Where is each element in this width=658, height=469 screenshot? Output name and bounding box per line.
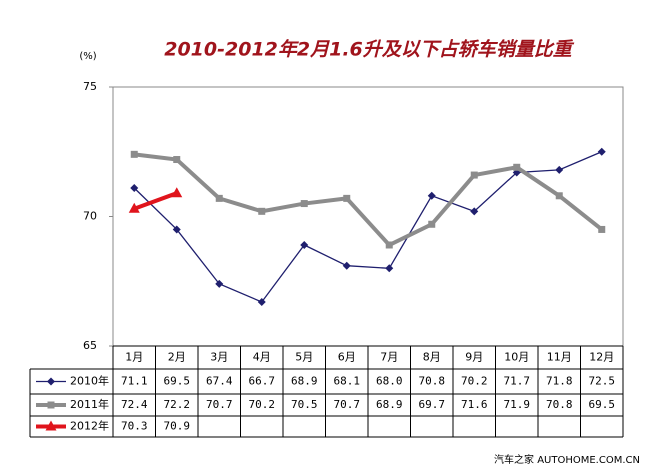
- marker: [300, 240, 309, 249]
- table-cell: 72.4: [121, 398, 148, 411]
- marker: [427, 191, 436, 200]
- table-cell: 71.8: [546, 375, 573, 388]
- table-cell: 67.4: [206, 375, 233, 388]
- x-tick-label: 10月: [504, 351, 529, 364]
- table-cell: 71.7: [504, 375, 531, 388]
- table-cell: 68.9: [376, 398, 403, 411]
- x-tick-label: 6月: [338, 351, 356, 364]
- table-cell: 70.9: [164, 420, 191, 433]
- marker: [555, 192, 563, 200]
- marker: [385, 264, 394, 273]
- table-cell: 68.1: [334, 375, 361, 388]
- marker: [171, 187, 183, 198]
- table-cell: 70.8: [546, 398, 573, 411]
- marker: [172, 225, 181, 234]
- marker: [258, 207, 266, 215]
- y-tick-label: 65: [83, 339, 97, 352]
- marker: [215, 279, 224, 288]
- x-tick-label: 8月: [423, 351, 441, 364]
- table-cell: 70.5: [291, 398, 318, 411]
- legend-label: 2011年: [70, 397, 109, 411]
- marker: [343, 194, 351, 202]
- table-cell: 69.5: [589, 398, 616, 411]
- x-tick-label: 1月: [125, 351, 143, 364]
- x-tick-label: 12月: [589, 351, 614, 364]
- y-unit: (%): [79, 51, 96, 62]
- chart-title: 2010-2012年2月1.6升及以下占轿车销量比重: [164, 39, 575, 61]
- y-tick-label: 70: [83, 210, 97, 223]
- table-cell: 72.5: [589, 375, 616, 388]
- marker: [470, 171, 478, 179]
- table-cell: 70.2: [461, 375, 488, 388]
- table-cell: 70.3: [121, 420, 148, 433]
- watermark: 汽车之家 AUTOHOME.COM.CN: [494, 453, 640, 466]
- table-cell: 70.8: [419, 375, 446, 388]
- marker: [555, 165, 564, 174]
- marker: [215, 194, 223, 202]
- x-tick-label: 4月: [253, 351, 271, 364]
- x-tick-label: 3月: [210, 351, 228, 364]
- marker: [257, 297, 266, 306]
- x-tick-label: 9月: [465, 351, 483, 364]
- x-tick-label: 7月: [380, 351, 398, 364]
- marker: [47, 401, 55, 409]
- table-cell: 71.1: [121, 375, 148, 388]
- table-cell: 72.2: [164, 398, 191, 411]
- x-tick-label: 2月: [168, 351, 186, 364]
- legend-label: 2010年: [70, 374, 109, 388]
- marker: [130, 150, 138, 158]
- marker: [597, 147, 606, 156]
- series-line: [134, 152, 603, 248]
- marker: [128, 202, 140, 213]
- series-line: [133, 151, 603, 303]
- legend-label: 2012年: [70, 419, 109, 433]
- table-cell: 66.7: [249, 375, 276, 388]
- marker: [342, 261, 351, 270]
- marker: [45, 420, 57, 431]
- marker: [470, 207, 479, 216]
- plot-area: [112, 86, 624, 347]
- marker: [130, 184, 139, 193]
- table-cell: 70.2: [249, 398, 276, 411]
- table-cell: 68.9: [291, 375, 318, 388]
- series-line: [133, 191, 178, 211]
- marker: [173, 156, 181, 164]
- table-cell: 68.0: [376, 375, 403, 388]
- table-cell: 71.6: [461, 398, 488, 411]
- marker: [300, 200, 308, 208]
- marker: [385, 241, 393, 249]
- table-cell: 70.7: [206, 398, 233, 411]
- marker: [513, 163, 521, 171]
- x-tick-label: 5月: [295, 351, 313, 364]
- y-tick-label: 75: [83, 80, 97, 93]
- table-cell: 71.9: [504, 398, 531, 411]
- marker: [47, 377, 55, 386]
- x-tick-label: 11月: [547, 351, 572, 364]
- marker: [428, 220, 436, 228]
- table-cell: 69.5: [164, 375, 191, 388]
- table-cell: 70.7: [334, 398, 361, 411]
- table-cell: 69.7: [419, 398, 446, 411]
- marker: [598, 225, 606, 233]
